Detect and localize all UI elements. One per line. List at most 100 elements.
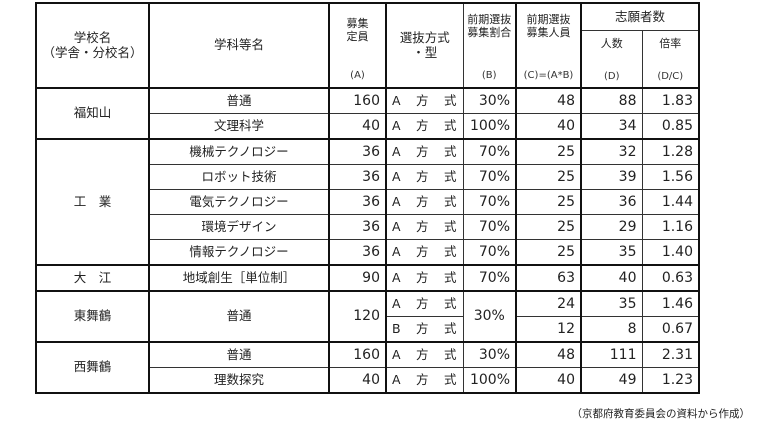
department-cell: 地域創生［単位制］: [148, 264, 330, 292]
early-count-cell: 24: [515, 290, 582, 317]
early-count-cell: 25: [515, 239, 582, 266]
method-shiki: 式: [443, 346, 457, 362]
method-letter: A: [392, 143, 401, 159]
capacity-cell: 36: [328, 239, 387, 266]
method-ho: 方: [416, 143, 429, 159]
method-ho: 方: [416, 218, 429, 234]
method-shiki: 式: [443, 218, 457, 234]
method-ho: 方: [416, 92, 429, 108]
header-early-ratio-line1: 前期選抜: [467, 13, 512, 26]
capacity-cell: 90: [328, 264, 387, 292]
department-cell: ロボット技術: [148, 164, 330, 190]
early-count-cell: 48: [515, 341, 582, 368]
header-school-line1: 学校名: [73, 30, 112, 46]
header-school-line2: （学舎・分校名）: [42, 44, 143, 60]
capacity-cell: 36: [328, 214, 387, 240]
early-count-cell: 12: [515, 316, 582, 343]
rate-cell: 0.85: [641, 113, 700, 140]
applicants-cell: 34: [580, 113, 643, 140]
header-early-ratio-code: (B): [481, 69, 497, 81]
method-letter: B: [392, 320, 401, 336]
header-applicants-label: 人数: [600, 37, 623, 51]
method-ho: 方: [416, 168, 429, 184]
rate-cell: 1.56: [641, 164, 700, 190]
header-department: 学科等名: [148, 2, 330, 89]
applicants-cell: 88: [580, 87, 643, 114]
header-early-count-line2: 募集人員: [526, 25, 571, 39]
department-cell: 理数探究: [148, 367, 330, 394]
method-ho: 方: [416, 193, 429, 209]
capacity-cell: 40: [328, 367, 387, 394]
header-method: 選抜方式 ・型: [385, 2, 464, 89]
header-applicants: 人数 (D): [580, 30, 643, 90]
capacity-cell: 160: [328, 341, 387, 368]
method-letter: A: [392, 168, 401, 184]
ratio-cell: 30%: [462, 87, 517, 114]
method-shiki: 式: [443, 371, 457, 387]
department-cell: 情報テクノロジー: [148, 239, 330, 266]
rate-cell: 1.28: [641, 138, 700, 165]
capacity-cell: 36: [328, 189, 387, 215]
rate-cell: 2.31: [641, 341, 700, 368]
ratio-cell: 70%: [462, 164, 517, 190]
department-cell: 普通: [148, 341, 330, 368]
applicants-cell: 8: [580, 316, 643, 343]
applicants-cell: 40: [580, 264, 643, 292]
capacity-cell: 120: [328, 290, 387, 343]
applicants-cell: 35: [580, 290, 643, 317]
school-cell: 工 業: [35, 138, 150, 266]
department-cell: 電気テクノロジー: [148, 189, 330, 215]
ratio-cell: 70%: [462, 189, 517, 215]
early-count-cell: 48: [515, 87, 582, 114]
method-letter: A: [392, 193, 401, 209]
source-note: （京都府教育委員会の資料から作成）: [571, 408, 751, 420]
department-cell: 普通: [148, 87, 330, 114]
department-cell: 普通: [148, 290, 330, 343]
header-capacity-bottom: 定員: [346, 29, 369, 43]
header-method-line1: 選抜方式: [399, 30, 450, 46]
method-letter: A: [392, 371, 401, 387]
ratio-cell: 70%: [462, 239, 517, 266]
department-cell: 機械テクノロジー: [148, 138, 330, 165]
method-shiki: 式: [443, 243, 457, 259]
method-shiki: 式: [443, 168, 457, 184]
method-shiki: 式: [443, 193, 457, 209]
applicants-cell: 39: [580, 164, 643, 190]
early-count-cell: 25: [515, 189, 582, 215]
method-letter: A: [392, 295, 401, 311]
method-ho: 方: [416, 269, 429, 285]
ratio-cell: 30%: [462, 290, 517, 343]
applicants-cell: 49: [580, 367, 643, 394]
early-count-cell: 40: [515, 113, 582, 140]
rate-cell: 0.67: [641, 316, 700, 343]
early-count-cell: 25: [515, 164, 582, 190]
rate-cell: 1.23: [641, 367, 700, 394]
header-applicants-group: 志願者数: [580, 2, 700, 32]
header-capacity-code: (A): [350, 69, 365, 81]
early-count-cell: 25: [515, 214, 582, 240]
method-letter: A: [392, 92, 401, 108]
capacity-cell: 160: [328, 87, 387, 114]
ratio-cell: 30%: [462, 341, 517, 368]
school-cell: 東舞鶴: [35, 290, 150, 343]
header-early-count-code: (C)=(A*B): [523, 69, 574, 81]
early-count-cell: 63: [515, 264, 582, 292]
ratio-cell: 70%: [462, 214, 517, 240]
method-ho: 方: [416, 346, 429, 362]
applicants-cell: 111: [580, 341, 643, 368]
applicants-cell: 36: [580, 189, 643, 215]
header-rate-label: 倍率: [659, 37, 682, 51]
